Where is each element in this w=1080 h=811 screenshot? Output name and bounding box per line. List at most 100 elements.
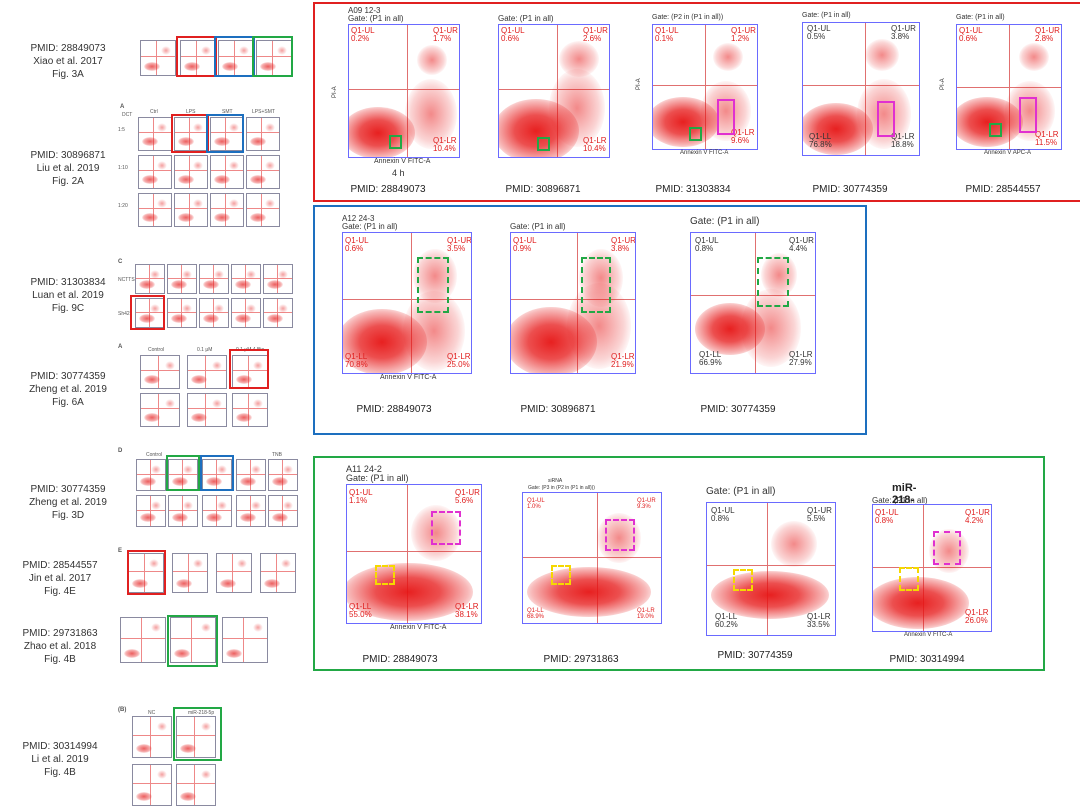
source-pmid: PMID: 31303834 — [30, 277, 106, 288]
zheng3-panel-letter: D — [118, 448, 123, 454]
quadrant-value: 19.0% — [637, 614, 655, 620]
quadrant-label: Q1-LR — [611, 352, 635, 361]
plot-pmid: PMID: 30896871 — [505, 184, 581, 195]
quadrant-label: Q1-LL — [349, 602, 372, 611]
quadrant-value: 70.8% — [345, 360, 368, 369]
thumb-luan — [167, 298, 197, 328]
gate-dashed — [733, 569, 753, 591]
source-fig: Fig. 4B — [44, 654, 76, 665]
quadrant-label: Q1-UL — [527, 498, 545, 504]
quadrant-value: 1.0% — [527, 504, 541, 510]
source-pmid: PMID: 29731863 — [22, 628, 98, 639]
source-label-xiao: PMID: 28849073 Xiao et al. 2017 Fig. 3A — [8, 42, 128, 81]
quadrant-value: 38.1% — [455, 610, 478, 619]
li-col-label: NC — [148, 710, 156, 716]
gate-dashed — [933, 531, 961, 565]
thumb-zheng6 — [187, 355, 227, 389]
gate-dashed — [417, 257, 449, 313]
thumb-zheng3 — [168, 459, 198, 491]
quadrant-value: 0.8% — [711, 514, 730, 523]
source-pmid: PMID: 30774359 — [30, 371, 106, 382]
quadrant-value: 1.2% — [731, 34, 750, 43]
source-label-jin: PMID: 28544557 Jin et al. 2017 Fig. 4E — [0, 559, 120, 598]
liu-row-label: 1:10 — [118, 165, 128, 171]
gate-dashed — [551, 565, 571, 585]
quadrant-label: Q1-LR — [807, 612, 831, 621]
thumb-jin — [216, 553, 252, 593]
thumb-luan — [231, 264, 261, 294]
source-author: Zhao et al. 2018 — [23, 641, 97, 652]
thumb-jin — [260, 553, 296, 593]
quadrant-value: 0.5% — [807, 32, 826, 41]
quadrant-value: 9.6% — [731, 136, 750, 145]
plot-pmid: PMID: 30774359 — [717, 650, 793, 661]
quadrant-label: Q1-UR — [455, 488, 480, 497]
quadrant-label: Q1-UL — [351, 26, 375, 35]
luan-row-label: Sh42 — [118, 311, 130, 317]
source-pmid: PMID: 30314994 — [22, 741, 98, 752]
highlight-green-xiao — [252, 36, 293, 77]
source-author: Jin et al. 2017 — [28, 573, 92, 584]
plot-title: A12 24-3 — [342, 214, 375, 223]
highlight-red-xiao — [176, 36, 217, 77]
liu-col-label: LPS — [186, 109, 196, 115]
thumb-liu — [246, 155, 280, 189]
highlight-green-zhao — [167, 615, 218, 667]
zheng6-col-label: Control — [148, 347, 165, 353]
zheng6-panel-letter: A — [118, 344, 123, 350]
quadrant-value: 1.1% — [349, 496, 368, 505]
thumb-liu — [210, 117, 244, 151]
highlight-green-li — [173, 707, 222, 761]
plot-gate: Gate: (P2 in (P1 in all)) — [652, 14, 724, 21]
gate-dashed — [757, 257, 789, 307]
quadrant-label: Q1-LL — [809, 132, 832, 141]
quadrant-value: 5.5% — [807, 514, 826, 523]
thumb-zheng3 — [136, 495, 166, 527]
quadrant-label: Q1-LL — [699, 350, 722, 359]
thumb-liu — [174, 117, 208, 151]
highlight-red-liu — [171, 114, 209, 153]
quadrant-label: Q1-UR — [807, 506, 832, 515]
thumb-luan — [135, 264, 165, 294]
thumb-zheng3 — [268, 459, 298, 491]
source-fig: Fig. 6A — [52, 397, 84, 408]
luan-panel-letter: C — [118, 259, 123, 265]
quadrant-value: 21.9% — [611, 360, 634, 369]
quadrant-value: 2.6% — [583, 34, 602, 43]
quadrant-label: Q1-UL — [345, 236, 369, 245]
thumb-zheng3 — [202, 495, 232, 527]
gate-dashed — [899, 567, 919, 591]
quadrant-label: Q1-UR — [611, 236, 636, 245]
thumb-luan — [199, 264, 229, 294]
source-author: Liu et al. 2019 — [36, 163, 100, 174]
plot-gate: Gate: (P1 in all) — [342, 222, 398, 231]
li-panel-letter: (B) — [118, 707, 127, 713]
liu-col-label: SMT — [222, 109, 233, 115]
gate-rect — [877, 101, 895, 137]
quadrant-label: Q1-LR — [1035, 130, 1059, 139]
quadrant-value: 1.7% — [433, 34, 452, 43]
thumb-li — [176, 764, 216, 806]
source-fig: Fig. 3A — [52, 69, 84, 80]
jin-panel-letter: E — [118, 548, 123, 554]
plot-pmid: PMID: 30774359 — [812, 184, 888, 195]
plot-pmid: PMID: 30774359 — [700, 404, 776, 415]
gate-rect — [717, 99, 735, 135]
quadrant-label: Q1-UR — [583, 26, 608, 35]
plot-gate: Gate: (P3 in (P2 in (P1 in all))) — [528, 485, 595, 491]
quadrant-value: 0.9% — [513, 244, 532, 253]
x-axis-label: Annexin V FITC-A — [904, 632, 953, 638]
quadrant-value: 0.6% — [345, 244, 364, 253]
thumb-zheng6 — [140, 393, 180, 427]
quadrant-value: 55.0% — [349, 610, 372, 619]
time-label: 4 h — [392, 168, 405, 178]
thumb-liu — [174, 155, 208, 189]
plot-pmid: PMID: 28849073 — [356, 404, 432, 415]
quadrant-value: 68.9% — [527, 614, 545, 620]
thumb-xiao-2 — [180, 40, 216, 76]
highlight-blue-zheng3 — [200, 455, 234, 491]
luan-row-label: NCTTS — [118, 277, 135, 283]
quadrant-label: Q1-UL — [501, 26, 525, 35]
zheng3-col-label: Control — [146, 452, 163, 458]
plot-gate: Gate: (P1 in all) — [510, 222, 566, 231]
